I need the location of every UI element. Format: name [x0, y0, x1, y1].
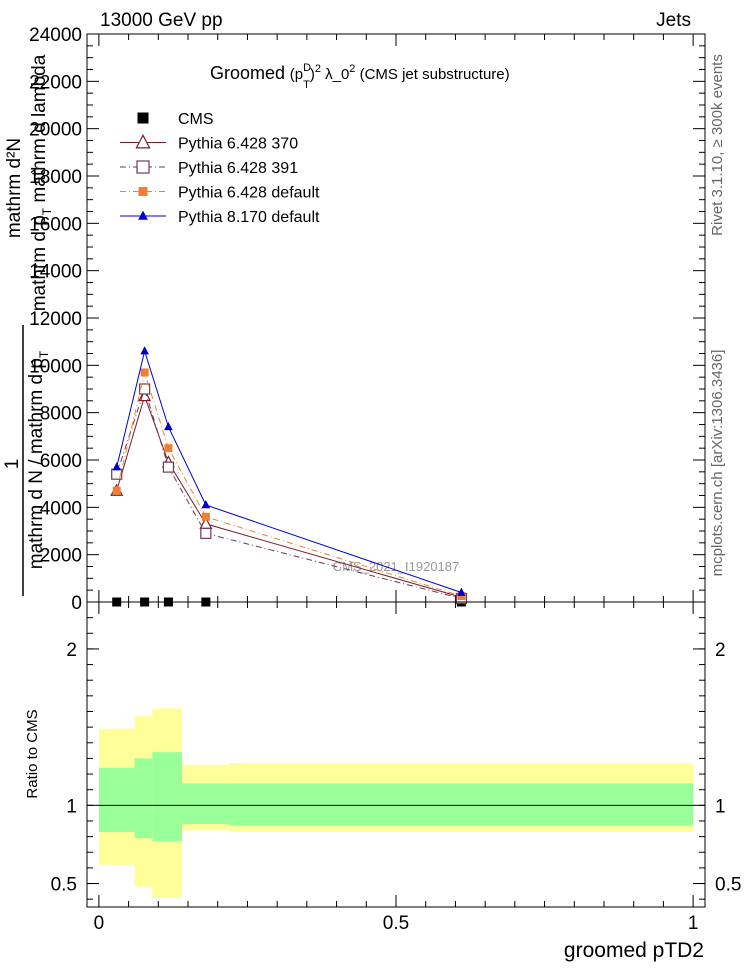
legend-label: CMS: [178, 111, 214, 128]
ratio-x-axis: 0 0.5 1: [94, 602, 699, 934]
data-point: [140, 346, 149, 355]
main-ytick-label: 14000: [29, 262, 82, 283]
main-ytick-label: 0: [71, 593, 82, 614]
main-ytick-label: 12000: [29, 309, 82, 330]
ratio-ytick-label: 2: [66, 640, 77, 661]
data-point: [164, 421, 173, 431]
main-ytick-label: 22000: [29, 72, 82, 93]
rivet-label: Rivet 3.1.10, ≥ 300k events: [709, 54, 726, 236]
data-point: [140, 368, 149, 377]
data-point: [112, 462, 122, 471]
ratio-ytick-label-right: 0.5: [715, 875, 741, 896]
ylabel-line3: 1: [2, 459, 23, 470]
main-ylabel: mathrm d²N mathrm d pT mathrm d lambda 1…: [2, 54, 54, 569]
ylabel-line2: mathrm d pT mathrm d lambda: [29, 54, 54, 311]
ylabel-line1: mathrm d²N: [4, 138, 25, 238]
legend-marker: [137, 112, 149, 124]
ratio-y-axis: 0.5 0.5 1 1 2 2: [51, 617, 741, 900]
legend-label: Pythia 8.170 default: [178, 209, 320, 226]
header-jets: Jets: [656, 10, 691, 31]
main-ytick-label: 2000: [40, 546, 82, 567]
main-series: [110, 346, 468, 607]
legend-marker: [138, 187, 148, 196]
ratio-ytick-label-right: 2: [715, 640, 726, 661]
xtick-label: 0.5: [383, 913, 409, 934]
legend-label: Pythia 6.428 370: [178, 136, 298, 153]
ratio-ytick-label: 1: [66, 796, 77, 817]
legend: CMS Pythia 6.428 370 Pythia 6.428 391 Pythi…: [120, 111, 320, 226]
ratio-ylabel: Ratio to CMS: [24, 709, 41, 798]
uncertainty-band-inner: [98, 767, 135, 832]
main-ytick-label: 24000: [29, 25, 82, 46]
xtick-label: 1: [688, 913, 699, 934]
legend-marker: [136, 160, 150, 174]
main-ytick-label: 8000: [40, 404, 82, 425]
mcplots-label: mcplots.cern.ch [arXiv:1306.3436]: [709, 350, 726, 577]
ratio-ytick-label: 0.5: [51, 875, 77, 896]
data-point: [139, 383, 151, 395]
legend-label: Pythia 6.428 391: [178, 160, 298, 177]
main-ytick-label: 16000: [29, 214, 82, 235]
header-energy: 13000 GeV pp: [100, 10, 223, 31]
uncertainty-band-inner: [182, 783, 230, 825]
xtick-label: 0: [94, 913, 105, 934]
main-ytick-label: 6000: [40, 451, 82, 472]
data-point: [112, 486, 121, 495]
main-y-axis: 0 2000 4000 6000 8000 10000 12000 14000 16000 180…: [29, 25, 705, 614]
ylabel-line4: mathrm d N / mathrm d pT: [26, 350, 51, 569]
main-x-axis: [98, 34, 694, 602]
legend-marker: [135, 134, 151, 149]
data-point: [162, 461, 175, 473]
main-ytick-label: 10000: [29, 356, 82, 377]
uncertainty-band-inner: [229, 783, 694, 826]
uncertainty-band-inner: [152, 752, 183, 842]
data-point: [164, 444, 173, 453]
ratio-bands: [98, 708, 694, 898]
main-ytick-label: 20000: [29, 120, 82, 141]
uncertainty-band-inner: [134, 758, 153, 839]
watermark: CMS_2021_I1920187: [333, 559, 460, 574]
main-ytick-label: 4000: [40, 498, 82, 519]
data-point: [457, 587, 466, 596]
ratio-ytick-label-right: 1: [715, 796, 726, 817]
data-point: [201, 500, 211, 509]
data-point: [200, 527, 212, 539]
legend-label: Pythia 6.428 default: [178, 185, 320, 202]
data-point: [201, 512, 210, 521]
legend-marker: [138, 210, 148, 220]
ratio-xlabel: groomed pTD2: [564, 939, 704, 962]
main-ytick-label: 18000: [29, 167, 82, 188]
main-title: Groomed (pD T)2 λ_02 (CMS jet substructur…: [210, 62, 510, 91]
